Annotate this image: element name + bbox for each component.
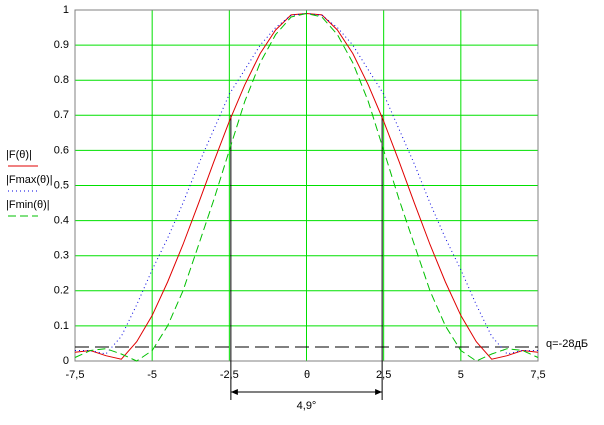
y-tick-label: 0.4 <box>54 215 69 227</box>
y-tick-label: 0.1 <box>54 320 69 332</box>
x-tick-label: -5 <box>147 369 157 381</box>
beamwidth-label: 4,9° <box>297 400 317 412</box>
plot-frame <box>74 9 539 362</box>
y-tick-label: 0.8 <box>54 74 69 86</box>
x-axis-label: θ <box>304 369 310 381</box>
legend-label: |F(θ)| <box>6 149 32 161</box>
y-tick-label: 1 <box>63 4 69 16</box>
y-tick-label: 0.9 <box>54 39 69 51</box>
y-tick-label: 0.6 <box>54 144 69 156</box>
x-tick-label: 7,5 <box>530 369 545 381</box>
x-tick-label: -2,5 <box>220 369 239 381</box>
y-tick-label: 0.2 <box>54 285 69 297</box>
y-tick-label: 0.5 <box>54 179 69 191</box>
legend-label: |Fmax(θ)| <box>6 174 53 186</box>
y-tick-label: 0.3 <box>54 250 69 262</box>
legend-label: |Fmin(θ)| <box>6 199 50 211</box>
arrow-head <box>230 389 238 395</box>
x-tick-label: 5 <box>458 369 464 381</box>
x-tick-label: 2,5 <box>376 369 391 381</box>
level-label: q=-28дБ <box>546 338 588 350</box>
arrow-head <box>375 389 383 395</box>
y-tick-label: 0.7 <box>54 109 69 121</box>
series-line <box>74 12 539 362</box>
y-tick-label: 0 <box>63 355 69 367</box>
x-tick-label: -7,5 <box>66 369 85 381</box>
